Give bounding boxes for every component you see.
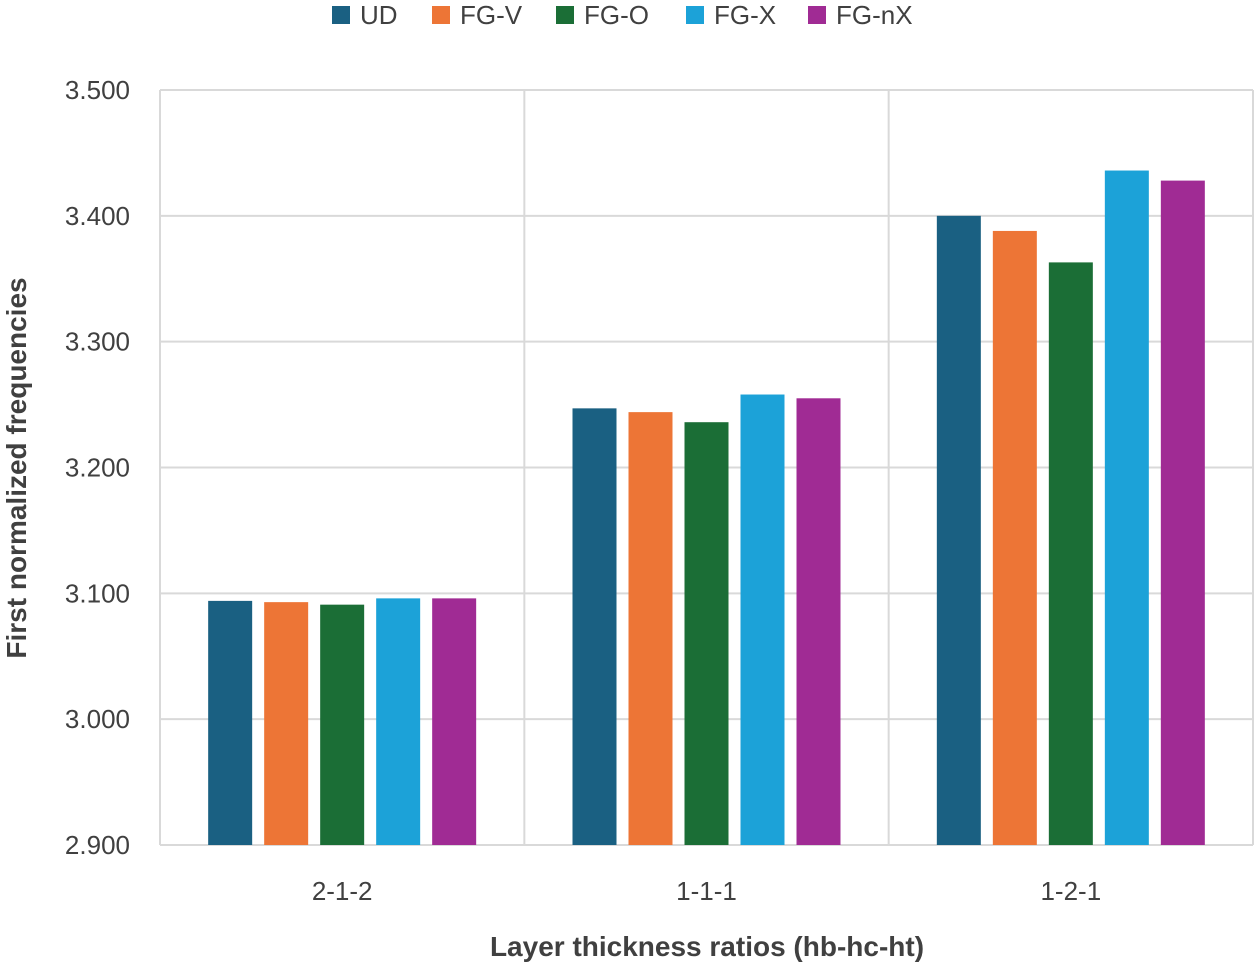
bar-fg-x-1-2-1 — [1104, 170, 1149, 846]
bars — [208, 170, 1205, 846]
x-category-label: 1-1-1 — [676, 876, 737, 906]
legend-label-fg-nx: FG-nX — [836, 0, 913, 30]
bar-fg-nx-1-2-1 — [1160, 180, 1205, 846]
y-tick-label: 3.100 — [65, 578, 130, 608]
legend-label-ud: UD — [360, 0, 398, 30]
legend-swatch-fg-v — [432, 6, 450, 24]
bar-fg-nx-1-1-1 — [796, 398, 841, 845]
bar-ud-2-1-2 — [208, 600, 253, 845]
y-tick-label: 3.300 — [65, 327, 130, 357]
y-tick-label: 3.000 — [65, 704, 130, 734]
legend-swatch-fg-nx — [808, 6, 826, 24]
bar-ud-1-1-1 — [572, 408, 617, 845]
legend-label-fg-v: FG-V — [460, 0, 523, 30]
legend: UD FG-V FG-O FG-X FG-nX — [332, 0, 913, 30]
bar-fg-x-1-1-1 — [740, 394, 785, 845]
bar-fg-v-1-2-1 — [992, 230, 1037, 845]
legend-swatch-ud — [332, 6, 350, 24]
y-tick-label: 3.400 — [65, 201, 130, 231]
bar-fg-nx-2-1-2 — [432, 598, 477, 845]
legend-swatch-fg-o — [556, 6, 574, 24]
x-category-label: 1-2-1 — [1040, 876, 1101, 906]
bar-ud-1-2-1 — [936, 215, 981, 846]
y-axis-ticks: 2.900 3.000 3.100 3.200 3.300 3.400 3.500 — [65, 75, 130, 860]
legend-label-fg-x: FG-X — [714, 0, 776, 30]
bar-fg-o-1-2-1 — [1048, 262, 1093, 845]
bar-fg-o-2-1-2 — [320, 604, 365, 845]
y-tick-label: 3.200 — [65, 453, 130, 483]
legend-swatch-fg-x — [686, 6, 704, 24]
x-axis-title: Layer thickness ratios (hb-hc-ht) — [490, 931, 924, 962]
x-axis-categories: 2-1-2 1-1-1 1-2-1 — [312, 876, 1101, 906]
y-axis-title: First normalized frequencies — [1, 277, 32, 658]
legend-label-fg-o: FG-O — [584, 0, 649, 30]
x-category-label: 2-1-2 — [312, 876, 373, 906]
bar-fg-v-2-1-2 — [264, 602, 309, 845]
bar-fg-v-1-1-1 — [628, 412, 673, 845]
bar-fg-o-1-1-1 — [684, 422, 729, 845]
y-tick-label: 2.900 — [65, 830, 130, 860]
y-tick-label: 3.500 — [65, 75, 130, 105]
bar-fg-x-2-1-2 — [376, 598, 421, 845]
